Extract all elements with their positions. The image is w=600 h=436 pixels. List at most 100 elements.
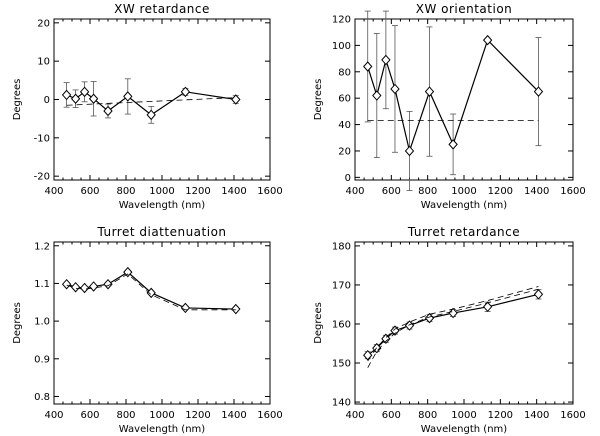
x-tick-label: 400 bbox=[345, 186, 364, 197]
y-tick-label: 40 bbox=[338, 120, 351, 131]
chart-panel-3: Turret diattenuation 400 600 800 1000 1200 140… bbox=[12, 225, 283, 435]
data-point-diamond bbox=[390, 83, 400, 95]
x-axis-label: Wavelength (nm) bbox=[421, 424, 507, 435]
y-tick-label: -10 bbox=[34, 133, 50, 144]
y-tick-label: 0 bbox=[345, 173, 351, 184]
x-tick-label: 800 bbox=[418, 410, 437, 421]
x-tick-label: 800 bbox=[116, 186, 135, 197]
data-point-diamond bbox=[363, 349, 373, 361]
x-tick-label: 1400 bbox=[524, 186, 549, 197]
x-tick-label: 400 bbox=[44, 186, 63, 197]
y-tick-label: 0.8 bbox=[34, 392, 50, 403]
chart-title: XW orientation bbox=[416, 2, 513, 16]
y-tick-label: 80 bbox=[338, 67, 351, 78]
chart-panel-2: XW orientation 400 600 800 1000 1200 1400 1600 0… bbox=[313, 2, 586, 211]
y-tick-label: -20 bbox=[34, 172, 50, 183]
x-tick-label: 600 bbox=[382, 410, 401, 421]
x-tick-label: 800 bbox=[418, 186, 437, 197]
x-tick-label: 1000 bbox=[149, 186, 174, 197]
x-axis-label: Wavelength (nm) bbox=[421, 200, 507, 211]
data-point-diamond bbox=[533, 86, 544, 97]
y-tick-label: 150 bbox=[332, 359, 351, 370]
x-tick-label: 1600 bbox=[257, 186, 282, 197]
y-tick-label: 60 bbox=[338, 94, 351, 105]
x-tick-label: 1600 bbox=[560, 186, 585, 197]
x-tick-label: 600 bbox=[80, 186, 99, 197]
data-point-diamond bbox=[482, 34, 493, 46]
data-point-diamond bbox=[146, 287, 156, 299]
y-tick-label: 0 bbox=[44, 95, 50, 106]
y-tick-label: 100 bbox=[332, 41, 351, 52]
y-tick-label: 160 bbox=[332, 319, 351, 330]
x-tick-label: 1000 bbox=[451, 410, 476, 421]
data-point-diamond bbox=[231, 303, 241, 315]
data-point-diamond bbox=[79, 86, 90, 98]
x-tick-label: 800 bbox=[116, 410, 135, 421]
y-axis-label: Degrees bbox=[313, 302, 324, 344]
y-axis-label: Degrees bbox=[12, 302, 23, 344]
data-point-diamond bbox=[372, 90, 382, 101]
y-axis-label: Degrees bbox=[12, 79, 23, 121]
data-point-diamond bbox=[381, 333, 391, 345]
data-point-diamond bbox=[448, 139, 458, 150]
data-point-diamond bbox=[482, 301, 493, 313]
chart-title: XW retardance bbox=[114, 2, 210, 16]
y-tick-label: 1.1 bbox=[34, 279, 50, 290]
data-point-diamond bbox=[103, 278, 113, 290]
data-point-diamond bbox=[103, 105, 113, 117]
data-point-diamond bbox=[70, 281, 81, 293]
data-point-diamond bbox=[424, 86, 435, 97]
fit-line-fit-2 bbox=[367, 288, 539, 368]
x-tick-label: 1200 bbox=[488, 410, 513, 421]
data-point-diamond bbox=[180, 86, 191, 98]
y-tick-label: 20 bbox=[37, 18, 50, 29]
x-tick-label: 1000 bbox=[149, 410, 174, 421]
x-tick-label: 400 bbox=[345, 410, 364, 421]
data-point-diamond bbox=[61, 89, 72, 101]
y-tick-label: 120 bbox=[332, 15, 351, 26]
y-tick-label: 170 bbox=[332, 280, 351, 291]
data-point-diamond bbox=[79, 282, 90, 294]
y-tick-label: 10 bbox=[37, 57, 50, 68]
data-point-diamond bbox=[146, 109, 156, 121]
fit-line-fit bbox=[66, 273, 236, 311]
data-point-diamond bbox=[88, 281, 99, 292]
y-tick-label: 1.2 bbox=[34, 241, 50, 252]
chart-title: Turret diattenuation bbox=[96, 225, 226, 239]
data-point-diamond bbox=[390, 325, 400, 336]
x-tick-label: 600 bbox=[382, 186, 401, 197]
fit-line-fit bbox=[66, 97, 236, 106]
fit-line-fit-1 bbox=[367, 286, 539, 362]
x-tick-label: 1400 bbox=[221, 186, 246, 197]
data-point-diamond bbox=[404, 145, 415, 157]
data-point-diamond bbox=[363, 61, 373, 72]
data-point-diamond bbox=[61, 278, 72, 290]
y-tick-label: 140 bbox=[332, 398, 351, 409]
data-point-diamond bbox=[533, 289, 544, 300]
y-tick-label: 20 bbox=[338, 146, 351, 157]
x-tick-label: 1400 bbox=[221, 410, 246, 421]
x-tick-label: 1200 bbox=[488, 186, 513, 197]
chart-panel-1: XW retardance 400 600 800 1000 1200 1400 1600 -2… bbox=[12, 2, 283, 211]
y-tick-label: 1.0 bbox=[34, 317, 50, 328]
x-tick-label: 1200 bbox=[185, 186, 210, 197]
data-point-diamond bbox=[88, 93, 99, 104]
x-tick-label: 1400 bbox=[524, 410, 549, 421]
x-tick-label: 1600 bbox=[257, 410, 282, 421]
x-tick-label: 1600 bbox=[560, 410, 585, 421]
x-tick-label: 1200 bbox=[185, 410, 210, 421]
data-point-diamond bbox=[70, 93, 81, 104]
y-axis-label: Degrees bbox=[313, 79, 324, 121]
data-point-diamond bbox=[123, 266, 133, 278]
data-point-diamond bbox=[448, 307, 458, 319]
y-tick-label: 180 bbox=[332, 241, 351, 252]
x-tick-label: 1000 bbox=[451, 186, 476, 197]
data-point-diamond bbox=[231, 94, 241, 105]
x-axis-label: Wavelength (nm) bbox=[119, 200, 205, 211]
x-axis-label: Wavelength (nm) bbox=[119, 424, 205, 435]
x-tick-label: 400 bbox=[44, 410, 63, 421]
chart-title: Turret retardance bbox=[407, 225, 520, 239]
